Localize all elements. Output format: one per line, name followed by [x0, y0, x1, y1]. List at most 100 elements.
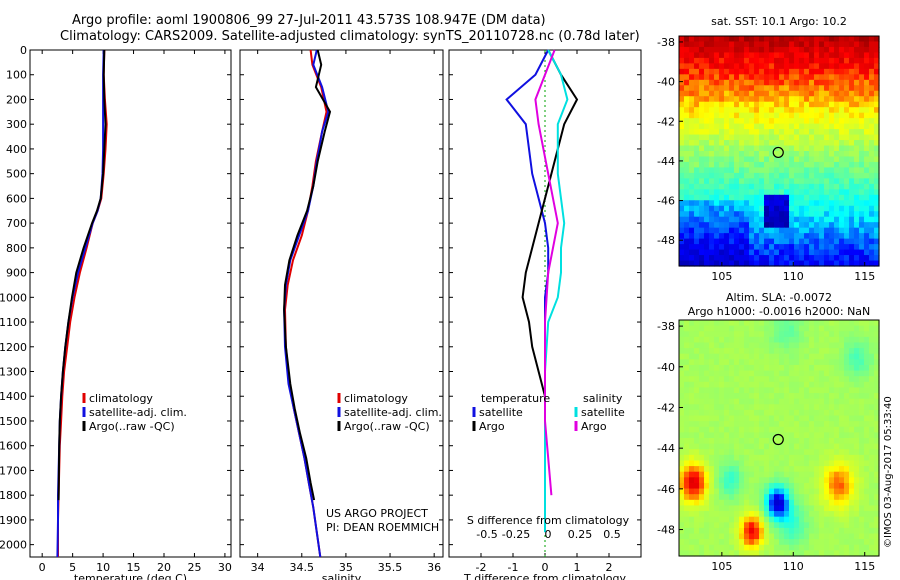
map-cell: [834, 123, 840, 130]
map-cell: [799, 211, 805, 218]
map-cell: [834, 244, 840, 251]
map-cell: [714, 222, 720, 229]
map-cell: [784, 482, 790, 490]
map-cell: [809, 516, 815, 523]
map-cell: [749, 539, 755, 546]
map-cell: [714, 156, 720, 163]
map-cell: [794, 516, 800, 523]
map-cell: [769, 466, 775, 473]
map-cell: [829, 404, 835, 411]
map-cell: [779, 398, 785, 405]
map-cell: [869, 194, 875, 201]
map-cell: [849, 398, 855, 405]
map-cell: [739, 370, 745, 377]
map-cell: [789, 36, 795, 43]
map-cell: [719, 342, 725, 349]
map-cell: [859, 482, 865, 490]
map-cell: [789, 499, 795, 507]
top-tick-label: 0.5: [603, 528, 621, 541]
map-cell: [684, 129, 690, 136]
map-cell: [774, 79, 780, 86]
map-cell: [784, 466, 790, 473]
map-cell: [739, 216, 745, 223]
map-cell: [704, 348, 710, 355]
map-cell: [729, 200, 735, 207]
legend-label: climatology: [344, 392, 408, 405]
map-cell: [789, 533, 795, 540]
map-cell: [704, 387, 710, 394]
map-cell: [819, 336, 825, 344]
map-cell: [739, 222, 745, 229]
map-cell: [794, 460, 800, 467]
map-cell: [739, 238, 745, 245]
map-cell: [834, 421, 840, 428]
map-cell: [854, 342, 860, 349]
map-cell: [679, 205, 685, 212]
map-cell: [864, 41, 870, 48]
map-cell: [829, 505, 835, 512]
map-cell: [699, 134, 705, 141]
map-cell: [709, 63, 715, 70]
map-cell: [849, 364, 855, 372]
map-cell: [759, 415, 765, 422]
map-cell: [824, 443, 830, 450]
map-cell: [714, 129, 720, 136]
map-cell: [869, 36, 875, 43]
map-cell: [859, 57, 865, 64]
map-cell: [834, 249, 840, 256]
map-cell: [784, 172, 790, 179]
map-cell: [684, 140, 690, 147]
map-cell: [739, 145, 745, 152]
map-cell: [819, 499, 825, 507]
map-cell: [694, 101, 700, 108]
map-cell: [784, 249, 790, 256]
map-cell: [834, 370, 840, 377]
map-cell: [699, 527, 705, 535]
map-cell: [769, 156, 775, 163]
map-cell: [694, 244, 700, 251]
map-cell: [719, 145, 725, 152]
map-cell: [869, 443, 875, 450]
map-cell: [759, 499, 765, 507]
map-cell: [744, 527, 750, 535]
map-cell: [794, 140, 800, 147]
map-cell: [819, 460, 825, 467]
map-cell: [744, 325, 750, 332]
map-cell: [749, 370, 755, 377]
map-cell: [709, 550, 715, 557]
map-cell: [709, 107, 715, 114]
map-cell: [844, 107, 850, 114]
map-cell: [684, 325, 690, 332]
map-cell: [714, 499, 720, 507]
map-cell: [754, 432, 760, 439]
map-cell: [749, 200, 755, 207]
map-cell: [859, 404, 865, 411]
map-cell: [694, 460, 700, 467]
map-cell: [754, 404, 760, 411]
map-cell: [709, 381, 715, 389]
map-cell: [804, 409, 810, 417]
map-cell: [694, 68, 700, 75]
map-cell: [834, 238, 840, 245]
map-cell: [684, 454, 690, 462]
map-cell: [844, 90, 850, 97]
map-cell: [839, 320, 845, 327]
map-cell: [764, 151, 770, 158]
map-cell: [724, 499, 730, 507]
map-cell: [784, 129, 790, 136]
map-cell: [734, 36, 740, 43]
map-cell: [744, 331, 750, 338]
map-cell: [829, 522, 835, 529]
map-cell: [754, 550, 760, 557]
map-cell: [859, 494, 865, 501]
map-cell: [719, 438, 725, 445]
map-cell: [829, 348, 835, 355]
map-cell: [774, 539, 780, 546]
map-cell: [684, 57, 690, 64]
map-cell: [779, 260, 785, 267]
map-cell: [789, 194, 795, 201]
map-cell: [809, 244, 815, 251]
map-cell: [704, 499, 710, 507]
map-cell: [769, 426, 775, 433]
map-cell: [699, 90, 705, 97]
